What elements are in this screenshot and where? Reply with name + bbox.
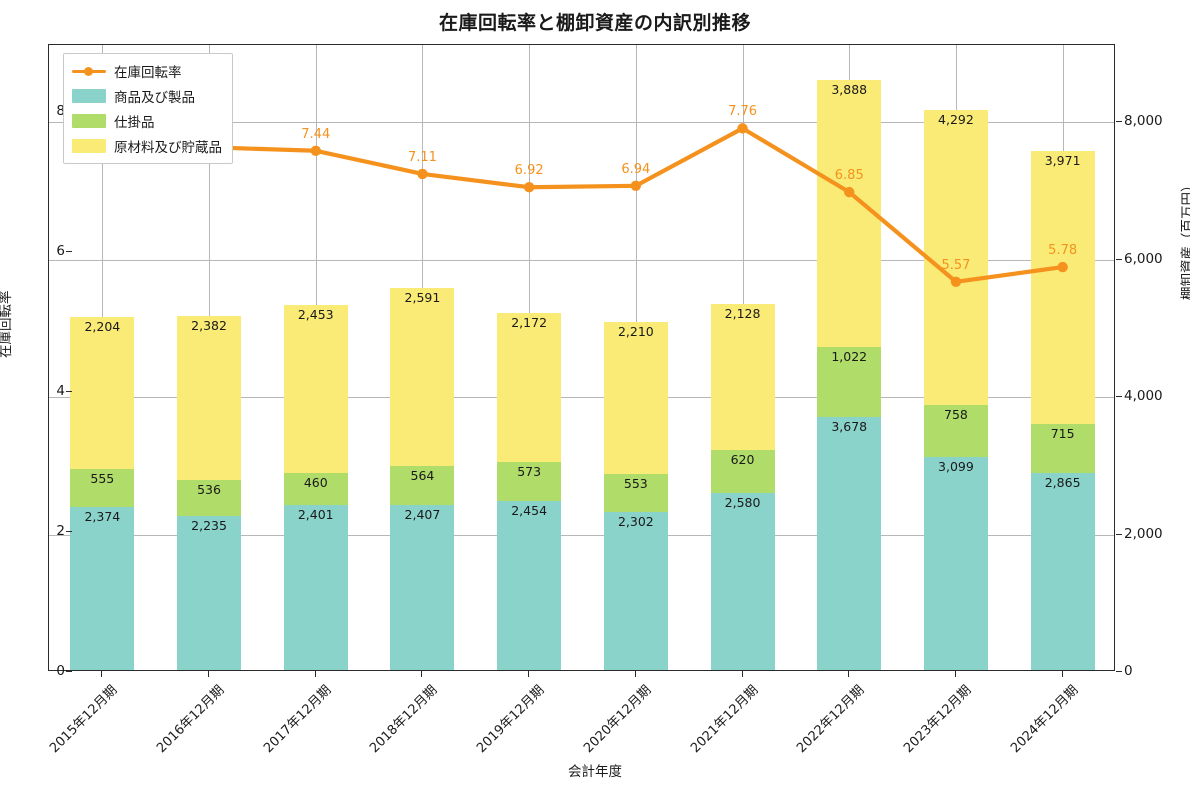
gridline-horizontal — [49, 397, 1114, 398]
bar-group[interactable]: 3,678 1,022 3,888 — [817, 79, 882, 670]
x-axis-tick-label: 2020年12月期 — [580, 682, 655, 757]
line-data-point[interactable] — [630, 180, 642, 192]
x-axis-tick-mark — [848, 671, 850, 677]
legend-item-label: 商品及び製品 — [114, 90, 195, 106]
legend-item-label: 仕掛品 — [114, 115, 155, 131]
x-axis-tick-label: 2019年12月期 — [474, 682, 548, 757]
line-data-point[interactable] — [1057, 261, 1068, 273]
x-axis-tick-mark — [634, 671, 636, 677]
line-data-point[interactable] — [417, 168, 428, 180]
line-path — [100, 126, 1065, 284]
y-axis-right-tick: 8,000 — [1116, 113, 1188, 129]
x-axis-tick-mark — [741, 671, 743, 677]
legend-color-swatch-icon — [72, 139, 106, 153]
y-axis-right-title: 棚卸資産（百万円） — [1180, 178, 1190, 301]
line-data-point[interactable] — [950, 276, 962, 287]
y-axis-right-tick: 4,000 — [1116, 388, 1188, 404]
x-axis-tick-label: 2022年12月期 — [794, 682, 868, 757]
bar-segment[interactable]: 2,382 — [177, 315, 242, 480]
legend-item[interactable]: 在庫回転率 — [72, 61, 222, 81]
gridline-horizontal — [49, 122, 1114, 123]
x-axis-tick-label: 2024年12月期 — [1007, 682, 1082, 757]
line-data-point[interactable] — [310, 145, 321, 156]
bar-group[interactable]: 3,099 758 4,292 — [923, 109, 988, 670]
gridline-horizontal — [49, 534, 1114, 536]
x-axis-tick-mark — [208, 671, 210, 677]
y-axis-left-tick: 6 — [25, 243, 72, 259]
bar-segment[interactable]: 3,678 — [817, 417, 882, 670]
y-axis-right-tick: 6,000 — [1116, 251, 1188, 267]
line-data-point[interactable] — [523, 182, 535, 193]
x-axis-tick-mark — [101, 671, 103, 677]
page-title: 在庫回転率と棚卸資産の内訳別推移 — [438, 12, 751, 34]
x-axis-title: 会計年度 — [568, 764, 622, 780]
legend-item-label: 在庫回転率 — [114, 65, 182, 81]
bar-segment[interactable]: 2,374 — [70, 506, 135, 670]
x-axis-tick-mark — [528, 671, 530, 677]
gridline-horizontal — [49, 259, 1114, 261]
x-axis-tick-label: 2015年12月期 — [47, 682, 121, 757]
y-axis-left-tick: 8 — [25, 103, 72, 119]
legend-color-swatch-icon — [72, 89, 106, 103]
x-axis-tick-label: 2023年12月期 — [901, 682, 975, 757]
x-axis-tick-label: 2016年12月期 — [154, 682, 228, 757]
y-axis-left-title: 在庫回転率 — [0, 290, 14, 359]
x-axis-tick-mark — [954, 671, 956, 677]
line-data-point[interactable] — [737, 123, 748, 134]
legend-item[interactable]: 原材料及び貯蔵品 — [72, 136, 222, 156]
x-axis-tick-mark — [421, 671, 423, 677]
x-axis-tick-label: 2021年12月期 — [687, 682, 761, 757]
x-axis-tick-label: 2017年12月期 — [260, 682, 335, 757]
x-axis-tick-label: 2018年12月期 — [367, 682, 441, 757]
y-axis-left-tick: 4 — [25, 383, 72, 399]
bar-group[interactable]: 2,580 620 2,128 — [710, 303, 775, 670]
bar-segment[interactable]: 2,302 — [603, 511, 668, 670]
bar-segment[interactable]: 3,099 — [923, 456, 988, 670]
y-axis-left-tick: 0 — [25, 663, 72, 679]
legend-color-swatch-icon — [72, 114, 106, 128]
y-axis-left-tick: 2 — [25, 523, 72, 539]
chart-legend: 在庫回転率商品及び製品 仕掛品原材料及び貯蔵品 — [63, 53, 233, 164]
legend-item[interactable]: 商品及び製品 — [72, 86, 222, 106]
plot-area: 2,374 555 2,204 2,235 536 2,382 2,401 460 2,453 2… — [48, 44, 1115, 671]
bar-segment[interactable]: 3,888 — [817, 79, 882, 347]
x-axis-tick-mark — [1061, 671, 1063, 677]
x-axis-tick-mark — [314, 671, 316, 677]
y-axis-right-tick: 0 — [1116, 663, 1188, 679]
legend-item[interactable]: 仕掛品 — [72, 111, 222, 131]
line-data-point[interactable] — [844, 186, 855, 198]
bar-group[interactable]: 2,401 460 2,453 — [283, 304, 348, 670]
legend-line-marker-icon — [72, 64, 106, 78]
y-axis-right-tick: 2,000 — [1116, 526, 1188, 542]
legend-item-label: 原材料及び貯蔵品 — [114, 140, 222, 156]
